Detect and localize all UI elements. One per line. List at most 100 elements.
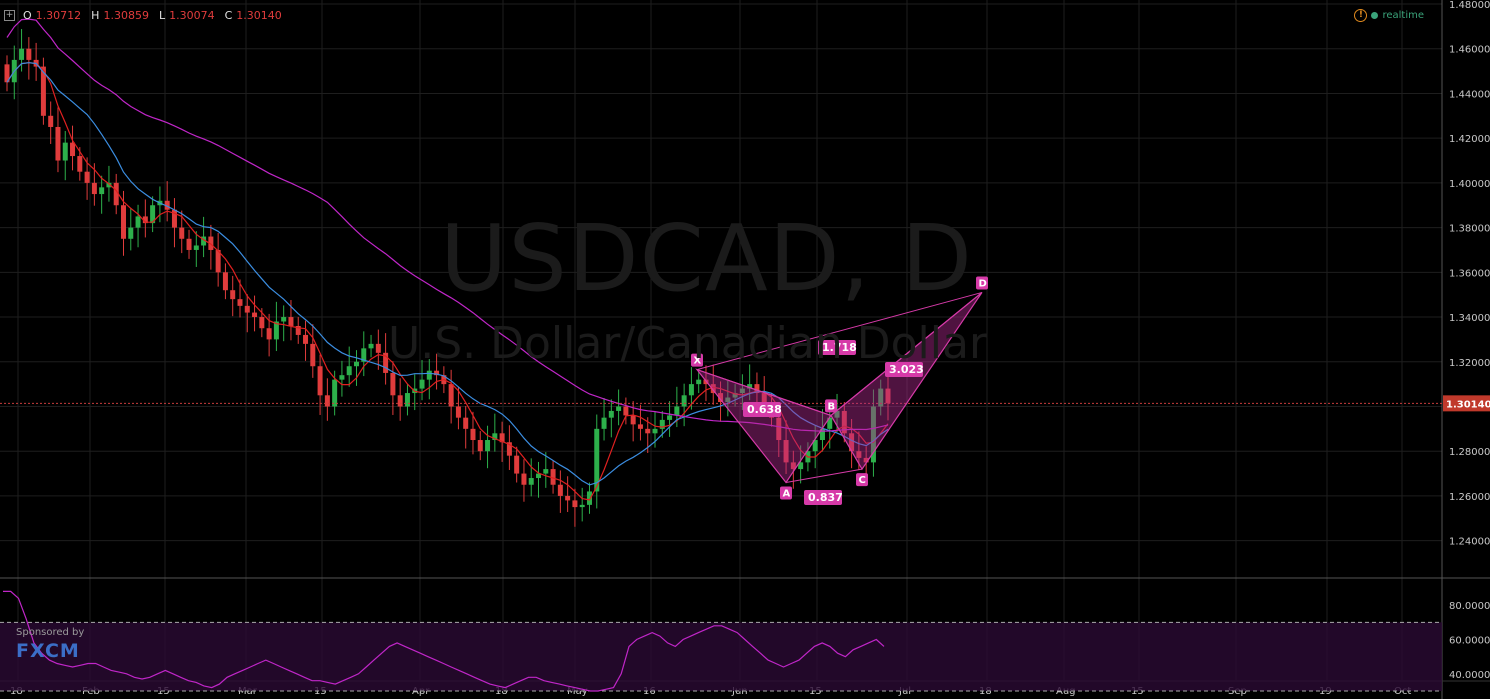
candle-body <box>536 473 542 479</box>
candle-body <box>179 227 185 239</box>
candle-body <box>266 328 272 340</box>
candle-body <box>324 395 330 407</box>
moving-average-line <box>6 62 889 486</box>
y-tick-label: 1.34000 <box>1449 313 1490 324</box>
candle-body <box>55 126 61 161</box>
candle-body <box>550 469 556 485</box>
candle-body <box>375 343 381 353</box>
candle-body <box>514 455 520 474</box>
pattern-point-badge <box>691 353 703 367</box>
candle-body <box>812 440 818 452</box>
candle-body <box>754 384 760 394</box>
realtime-indicator: ! realtime <box>1354 9 1424 22</box>
last-price-label: 1.30140 <box>1446 399 1490 410</box>
candle-body <box>790 462 796 470</box>
candle-body <box>346 366 352 376</box>
x-tick-label: Jun <box>731 686 748 697</box>
candle-body <box>186 238 192 250</box>
close-label: C <box>224 9 233 22</box>
candle-body <box>128 227 134 239</box>
x-tick-label: 18 <box>979 686 992 697</box>
candle-body <box>91 182 97 195</box>
candle-body <box>565 495 571 501</box>
pattern-point-label: C <box>859 475 866 486</box>
candle-body <box>361 348 367 362</box>
open-label: O <box>23 9 32 22</box>
candle-body <box>142 216 148 224</box>
oscillator-y-tick-label: 40.0000 <box>1449 670 1490 681</box>
y-tick-label: 1.32000 <box>1449 358 1490 369</box>
watermark-symbol: USDCAD, D <box>440 205 973 312</box>
ohlc-legend: + O 1.30712 H 1.30859 L 1.30074 C 1.3014… <box>4 9 288 22</box>
pattern-point-badge <box>780 486 792 500</box>
candle-body <box>419 379 425 389</box>
candle-body <box>652 428 658 434</box>
candle-body <box>688 384 694 396</box>
candle-body <box>77 156 83 172</box>
candle-body <box>426 370 432 380</box>
candle-body <box>295 325 301 335</box>
oscillator-band-fill <box>0 622 1442 691</box>
candle-body <box>761 393 767 403</box>
fxcm-logo[interactable]: FXCM <box>16 640 80 662</box>
candle-body <box>696 379 702 385</box>
low-label: L <box>158 9 166 22</box>
candle-body <box>863 457 869 463</box>
close-value: 1.30140 <box>236 9 282 22</box>
pattern-point-badge <box>976 276 988 290</box>
pattern-ratio-label: 0.638 <box>747 403 782 416</box>
y-tick-label: 1.28000 <box>1449 447 1490 458</box>
candle-body <box>99 187 105 195</box>
candle-body <box>485 440 491 452</box>
candle-body <box>244 305 250 313</box>
warning-icon[interactable]: ! <box>1354 9 1368 22</box>
candle-body <box>776 417 782 441</box>
candle-body <box>667 415 673 420</box>
candle-body <box>62 142 68 161</box>
candle-body <box>120 205 126 239</box>
candle-body <box>390 372 396 396</box>
pattern-ratio-badge <box>818 340 856 355</box>
candle-body <box>230 290 236 300</box>
candle-body <box>608 410 614 418</box>
candle-body <box>383 352 389 373</box>
candle-body <box>506 442 512 456</box>
candle-body <box>106 182 112 188</box>
candle-body <box>674 406 680 416</box>
status-dot-icon <box>1371 12 1379 19</box>
candle-body <box>798 462 804 470</box>
candle-body <box>150 205 156 224</box>
expand-icon[interactable]: + <box>4 10 15 21</box>
candle-body <box>870 406 876 463</box>
candle-body <box>463 417 469 429</box>
candle-body <box>718 393 724 403</box>
y-tick-label: 1.24000 <box>1449 537 1490 548</box>
realtime-label: realtime <box>1382 10 1424 21</box>
candle-body <box>222 272 228 291</box>
candle-body <box>303 334 309 344</box>
pattern-line-xb <box>696 369 832 416</box>
candle-body <box>4 64 10 83</box>
candle-body <box>747 384 753 389</box>
candle-body <box>26 48 32 60</box>
candle-body <box>135 216 141 228</box>
candle-body <box>477 440 483 452</box>
candle-body <box>492 433 498 441</box>
pattern-line-bd <box>830 292 983 416</box>
y-tick-label: 1.36000 <box>1449 268 1490 279</box>
last-price-badge <box>1443 395 1490 412</box>
candle-body <box>725 397 731 403</box>
candle-body <box>434 370 440 376</box>
candle-body <box>856 451 862 458</box>
candle-body <box>70 142 76 157</box>
candle-body <box>215 249 221 273</box>
candle-body <box>878 388 884 407</box>
candle-body <box>353 361 359 367</box>
candle-body <box>572 500 578 508</box>
candle-body <box>252 312 258 318</box>
candle-body <box>637 424 643 429</box>
pattern-point-badge <box>825 399 837 413</box>
candle-body <box>19 48 25 60</box>
candle-body <box>616 406 622 411</box>
